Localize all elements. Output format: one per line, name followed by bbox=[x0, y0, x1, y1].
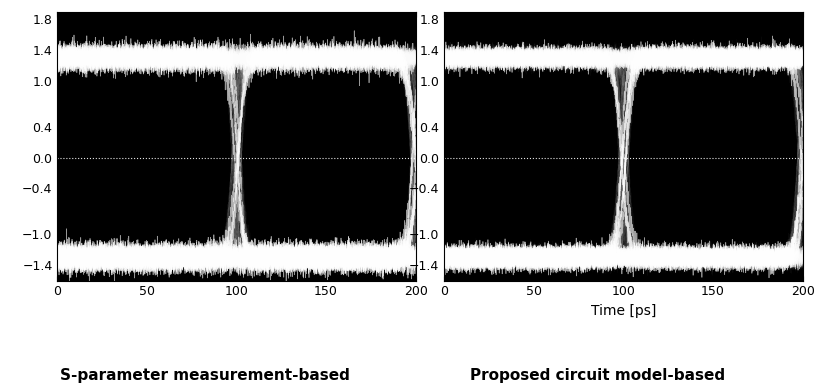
Text: Proposed circuit model-based: Proposed circuit model-based bbox=[470, 368, 726, 382]
X-axis label: Time [ps]: Time [ps] bbox=[590, 304, 656, 318]
Text: S-parameter measurement-based: S-parameter measurement-based bbox=[60, 368, 350, 382]
Y-axis label: Voltage [V]: Voltage [V] bbox=[390, 108, 404, 185]
